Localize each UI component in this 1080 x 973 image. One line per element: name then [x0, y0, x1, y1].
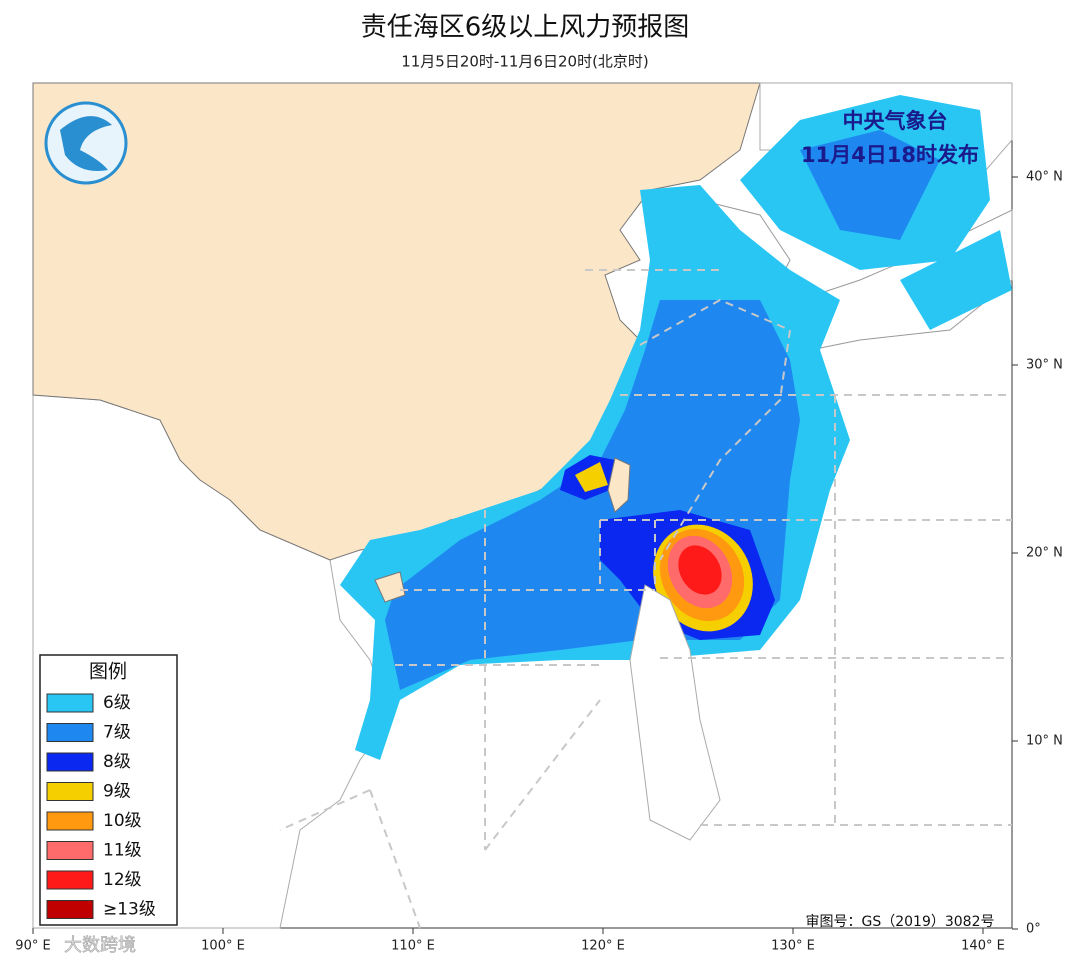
wind-zone-9-strait — [575, 462, 608, 492]
legend-title: 图例 — [89, 661, 127, 683]
legend-swatch — [46, 870, 94, 890]
lon-label: 140° E — [961, 939, 1005, 954]
legend-swatch — [46, 693, 94, 713]
logo — [44, 101, 128, 185]
lat-label: 30° N — [1026, 358, 1063, 373]
legend-label: 12级 — [103, 870, 142, 890]
issuer-name: 中央气象台 — [843, 109, 948, 133]
land-hainan — [374, 571, 406, 603]
lon-label: 90° E — [15, 939, 50, 954]
wind-zone-7-north — [800, 130, 940, 240]
legend-swatch — [46, 900, 94, 919]
land-taiwan — [607, 457, 631, 513]
legend-label: 6级 — [103, 693, 131, 713]
legend-label: 8级 — [103, 752, 131, 772]
issuer-time: 11月4日18时发布 — [801, 143, 979, 167]
lon-label: 120° E — [581, 939, 625, 954]
sea-area-boundaries — [279, 269, 1012, 929]
lon-label: 130° E — [771, 939, 815, 954]
legend-label: 11级 — [103, 841, 142, 861]
lon-label: 100° E — [201, 939, 245, 954]
logo-mark — [60, 116, 112, 171]
legend-swatch — [46, 841, 94, 860]
legend-label: 7级 — [103, 723, 131, 743]
legend-label: ≥13级 — [103, 900, 156, 920]
approval-number: 审图号：GS（2019）3082号 — [806, 914, 995, 930]
legend-swatch — [46, 811, 94, 831]
legend-label: 10级 — [103, 811, 142, 831]
subtitle: 11月5日20时-11月6日20时(北京时) — [401, 53, 649, 71]
legend-swatch — [46, 723, 94, 742]
lat-label: 0° — [1026, 922, 1041, 937]
legend-label: 9级 — [103, 782, 131, 802]
lat-label: 40° N — [1026, 170, 1063, 185]
title: 责任海区6级以上风力预报图 — [361, 13, 690, 43]
lat-label: 10° N — [1026, 734, 1063, 749]
wind-zone-12 — [678, 545, 722, 595]
lon-label: 110° E — [391, 939, 435, 954]
map — [32, 82, 1013, 929]
watermark: 大数跨境 — [64, 935, 136, 956]
land-philippines — [629, 584, 721, 841]
lat-label: 20° N — [1026, 546, 1063, 561]
legend-swatch — [46, 782, 94, 801]
legend: 图例 6级 7级 8级 9级 10级 11级 12级 ≥13级 — [39, 654, 178, 926]
legend-swatch — [46, 752, 94, 772]
